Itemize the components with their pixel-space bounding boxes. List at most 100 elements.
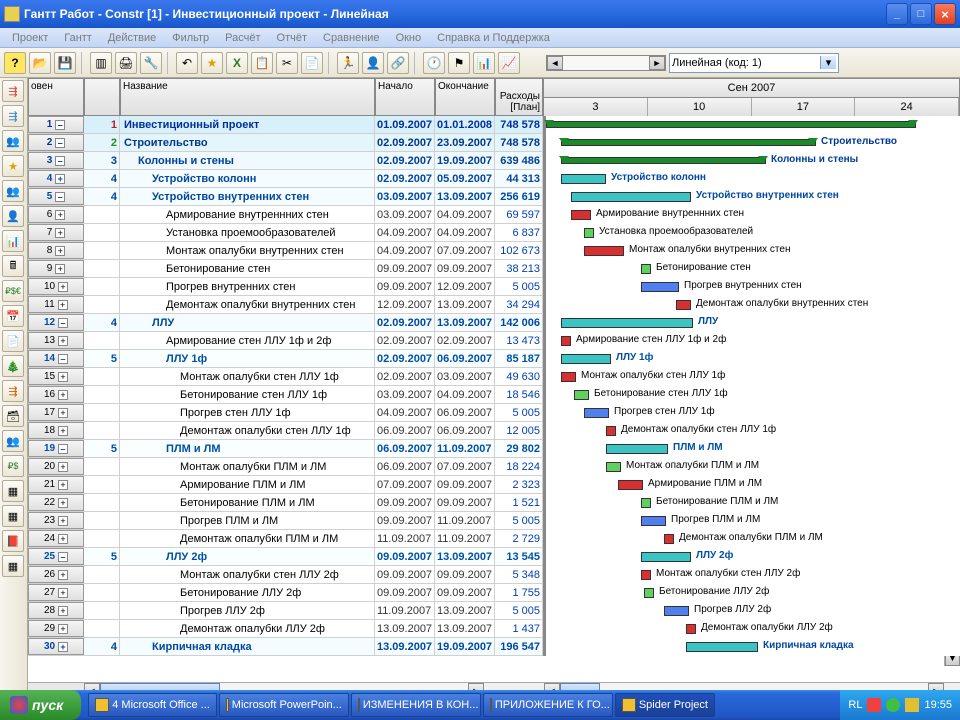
expand-toggle[interactable]: – xyxy=(55,192,65,202)
cut-button[interactable]: ✂ xyxy=(276,52,298,74)
table-row[interactable]: 29+Демонтаж опалубки ЛЛУ 2ф13.09.200713.… xyxy=(28,620,960,638)
person-button[interactable]: 👤 xyxy=(362,52,384,74)
gantt-bar[interactable] xyxy=(664,534,674,544)
table-row[interactable]: 5–4Устройство внутренних стен03.09.20071… xyxy=(28,188,960,206)
table-row[interactable]: 16+Бетонирование стен ЛЛУ 1ф03.09.200704… xyxy=(28,386,960,404)
expand-toggle[interactable]: + xyxy=(55,228,65,238)
taskbar-item[interactable]: Microsoft PowerPoin... xyxy=(219,693,349,717)
table-row[interactable]: 12–4ЛЛУ02.09.200713.09.2007142 006ЛЛУ xyxy=(28,314,960,332)
flag-button[interactable]: ⚑ xyxy=(448,52,470,74)
expand-toggle[interactable]: + xyxy=(55,246,65,256)
chevron-down-icon[interactable]: ▾ xyxy=(820,56,836,69)
gantt-bar[interactable] xyxy=(561,157,766,164)
col-end[interactable]: Окончание xyxy=(435,78,495,116)
lt-sort[interactable]: 🗃 xyxy=(2,405,24,427)
table-row[interactable]: 8+Монтаж опалубки внутренних стен04.09.2… xyxy=(28,242,960,260)
lt-people1[interactable]: 👥 xyxy=(2,130,24,152)
table-row[interactable]: 20+Монтаж опалубки ПЛМ и ЛМ06.09.200707.… xyxy=(28,458,960,476)
expand-toggle[interactable]: + xyxy=(58,372,68,382)
gantt-bar[interactable] xyxy=(561,354,611,364)
expand-toggle[interactable]: + xyxy=(58,624,68,634)
gantt-bar[interactable] xyxy=(641,498,651,508)
gantt-bar[interactable] xyxy=(561,174,606,184)
table-row[interactable]: 18+Демонтаж опалубки стен ЛЛУ 1ф06.09.20… xyxy=(28,422,960,440)
table-row[interactable]: 28+Прогрев ЛЛУ 2ф11.09.200713.09.20075 0… xyxy=(28,602,960,620)
table-row[interactable]: 13+Армирование стен ЛЛУ 1ф и 2ф02.09.200… xyxy=(28,332,960,350)
expand-toggle[interactable]: + xyxy=(58,588,68,598)
table-row[interactable]: 23+Прогрев ПЛМ и ЛМ09.09.200711.09.20075… xyxy=(28,512,960,530)
menu-Действие[interactable]: Действие xyxy=(100,30,164,46)
copy-button[interactable]: 📋 xyxy=(251,52,273,74)
taskbar-item[interactable]: Spider Project xyxy=(615,693,715,717)
tool-cols[interactable]: ▥ xyxy=(90,52,112,74)
gantt-bar[interactable] xyxy=(574,390,589,400)
table-row[interactable]: 14–5ЛЛУ 1ф02.09.200706.09.200785 187ЛЛУ … xyxy=(28,350,960,368)
gantt-bar[interactable] xyxy=(641,516,666,526)
link-button[interactable]: 🔗 xyxy=(387,52,409,74)
toolbar-scroll[interactable]: ◄► xyxy=(546,55,666,71)
lt-calc[interactable]: 🖩 xyxy=(2,255,24,277)
expand-toggle[interactable]: – xyxy=(58,354,68,364)
table-row[interactable]: 7+Установка проемообразователей04.09.200… xyxy=(28,224,960,242)
expand-toggle[interactable]: + xyxy=(58,462,68,472)
lt-seq[interactable]: ⇶ xyxy=(2,380,24,402)
table-row[interactable]: 30+4Кирпичная кладка13.09.200719.09.2007… xyxy=(28,638,960,656)
expand-toggle[interactable]: – xyxy=(58,444,68,454)
table-row[interactable]: 26+Монтаж опалубки стен ЛЛУ 2ф09.09.2007… xyxy=(28,566,960,584)
table-row[interactable]: 24+Демонтаж опалубки ПЛМ и ЛМ11.09.20071… xyxy=(28,530,960,548)
table-row[interactable]: 2–2Строительство02.09.200723.09.2007748 … xyxy=(28,134,960,152)
expand-toggle[interactable]: – xyxy=(58,318,68,328)
gantt-bar[interactable] xyxy=(664,606,689,616)
menu-Фильтр[interactable]: Фильтр xyxy=(164,30,217,46)
lt-people2[interactable]: 👥 xyxy=(2,180,24,202)
calc2-button[interactable]: 📈 xyxy=(498,52,520,74)
expand-toggle[interactable]: + xyxy=(58,426,68,436)
menu-Гантт[interactable]: Гантт xyxy=(56,30,100,46)
taskbar-item[interactable]: ИЗМЕНЕНИЯ В КОН... xyxy=(351,693,481,717)
open-button[interactable]: 📂 xyxy=(29,52,51,74)
maximize-button[interactable]: □ xyxy=(910,3,932,25)
table-row[interactable]: 3–3Колонны и стены02.09.200719.09.200763… xyxy=(28,152,960,170)
expand-toggle[interactable]: + xyxy=(58,300,68,310)
expand-toggle[interactable]: + xyxy=(58,498,68,508)
gantt-bar[interactable] xyxy=(641,570,651,580)
tool-settings[interactable]: 🔧 xyxy=(140,52,162,74)
expand-toggle[interactable]: + xyxy=(58,336,68,346)
gantt-bar[interactable] xyxy=(546,121,916,128)
menu-Сравнение[interactable]: Сравнение xyxy=(315,30,388,46)
tray-icon-1[interactable] xyxy=(867,698,881,712)
excel-button[interactable]: X xyxy=(226,52,248,74)
table-row[interactable]: 1–1Инвестиционный проект01.09.200701.01.… xyxy=(28,116,960,134)
menu-Справка и Поддержка[interactable]: Справка и Поддержка xyxy=(429,30,558,46)
runner-button[interactable]: 🏃 xyxy=(337,52,359,74)
menu-Проект[interactable]: Проект xyxy=(4,30,56,46)
table-row[interactable]: 25–5ЛЛУ 2ф09.09.200713.09.200713 545ЛЛУ … xyxy=(28,548,960,566)
taskbar-item[interactable]: 4 Microsoft Office ... xyxy=(88,693,217,717)
start-button[interactable]: пуск xyxy=(0,690,81,720)
table-row[interactable]: 6+Армирование внутреннних стен03.09.2007… xyxy=(28,206,960,224)
gantt-bar[interactable] xyxy=(561,336,571,346)
gantt-bar[interactable] xyxy=(606,462,621,472)
table-row[interactable]: 4+4Устройство колонн02.09.200705.09.2007… xyxy=(28,170,960,188)
close-button[interactable]: × xyxy=(934,3,956,25)
print-button[interactable]: 🖨 xyxy=(115,52,137,74)
gantt-bar[interactable] xyxy=(571,210,591,220)
lt-people3[interactable]: 👥 xyxy=(2,430,24,452)
table-row[interactable]: 22+Бетонирование ПЛМ и ЛМ09.09.200709.09… xyxy=(28,494,960,512)
expand-toggle[interactable]: + xyxy=(58,480,68,490)
gantt-bar[interactable] xyxy=(584,408,609,418)
minimize-button[interactable]: _ xyxy=(886,3,908,25)
undo-button[interactable]: ↶ xyxy=(176,52,198,74)
expand-toggle[interactable]: – xyxy=(55,120,65,130)
table-row[interactable]: 15+Монтаж опалубки стен ЛЛУ 1ф02.09.2007… xyxy=(28,368,960,386)
col-cost[interactable]: Расходы[План] xyxy=(495,78,543,116)
lt-money2[interactable]: ₽$ xyxy=(2,455,24,477)
table-row[interactable]: 17+Прогрев стен ЛЛУ 1ф04.09.200706.09.20… xyxy=(28,404,960,422)
gantt-bar[interactable] xyxy=(584,228,594,238)
help-button[interactable]: ? xyxy=(4,52,26,74)
menu-Отчёт[interactable]: Отчёт xyxy=(269,30,315,46)
lt-grid1[interactable]: ▦ xyxy=(2,480,24,502)
expand-toggle[interactable]: + xyxy=(58,282,68,292)
gantt-bar[interactable] xyxy=(644,588,654,598)
gantt-bar[interactable] xyxy=(606,426,616,436)
